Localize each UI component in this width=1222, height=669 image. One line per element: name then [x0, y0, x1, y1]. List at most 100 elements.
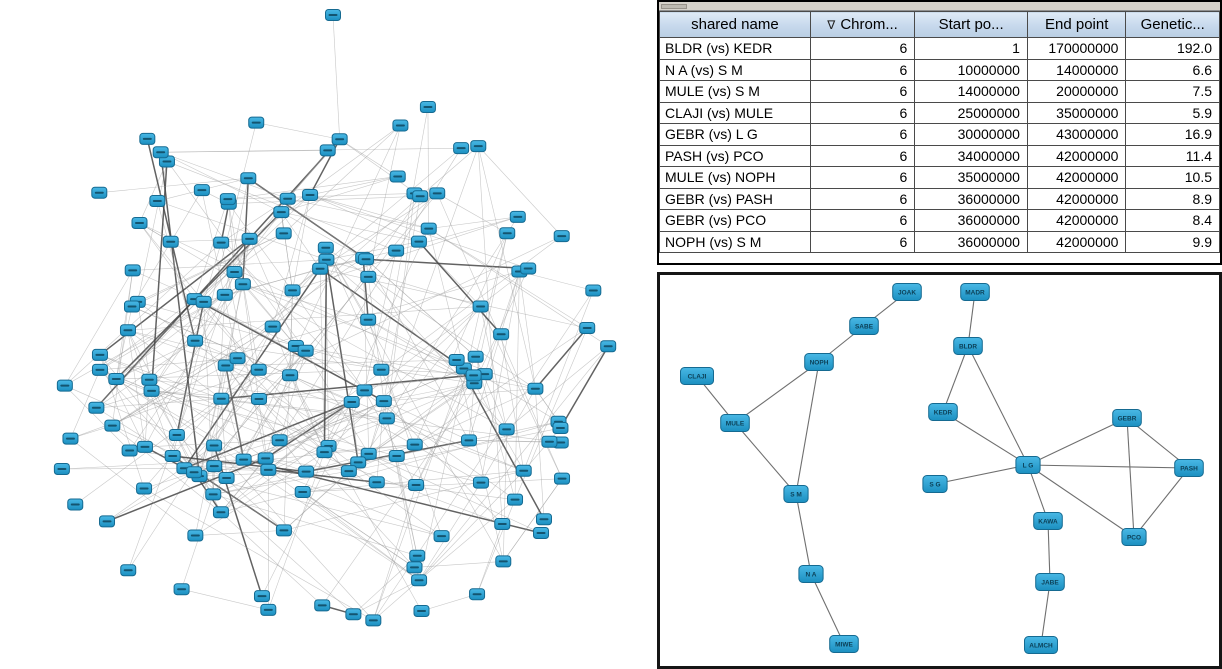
network-node[interactable]	[99, 515, 116, 528]
table-row[interactable]: BLDR (vs) KEDR 6 1 170000000 192.0	[659, 37, 1220, 60]
table-row[interactable]: CLAJI (vs) MULE 6 25000000 35000000 5.9	[659, 101, 1220, 124]
network-node[interactable]	[206, 460, 223, 473]
network-node[interactable]	[91, 186, 108, 199]
network-node-s-g[interactable]: S G	[922, 475, 948, 493]
network-node[interactable]	[360, 313, 377, 326]
network-node[interactable]	[219, 193, 236, 206]
network-node[interactable]	[53, 463, 70, 476]
network-node[interactable]	[316, 446, 333, 459]
network-node[interactable]	[213, 392, 230, 405]
network-node[interactable]	[356, 384, 373, 397]
network-node[interactable]	[282, 369, 299, 382]
network-node[interactable]	[152, 146, 169, 159]
network-node[interactable]	[187, 334, 204, 347]
network-node[interactable]	[62, 432, 79, 445]
network-node[interactable]	[494, 518, 511, 531]
column-header-start-po-[interactable]: Start po...	[914, 11, 1028, 38]
network-node[interactable]	[350, 456, 367, 469]
network-node[interactable]	[535, 513, 552, 526]
network-node-bldr[interactable]: BLDR	[953, 337, 983, 355]
network-node[interactable]	[91, 348, 108, 361]
network-node[interactable]	[498, 423, 515, 436]
network-node[interactable]	[297, 344, 314, 357]
network-node[interactable]	[340, 465, 357, 478]
network-node[interactable]	[235, 453, 252, 466]
network-node[interactable]	[136, 440, 153, 453]
network-node-pash[interactable]: PASH	[1174, 459, 1204, 477]
network-node[interactable]	[378, 412, 395, 425]
network-node-sabe[interactable]: SABE	[849, 317, 879, 335]
network-node[interactable]	[212, 506, 229, 519]
network-node[interactable]	[250, 363, 267, 376]
network-node[interactable]	[554, 472, 571, 485]
network-node[interactable]	[260, 603, 277, 616]
column-header-genetic-[interactable]: Genetic...	[1125, 11, 1220, 38]
main-network-panel[interactable]	[0, 0, 657, 669]
network-node[interactable]	[509, 210, 526, 223]
network-node-mule[interactable]: MULE	[720, 414, 750, 432]
network-node[interactable]	[302, 188, 319, 201]
network-node[interactable]	[469, 588, 486, 601]
network-node[interactable]	[409, 549, 426, 562]
network-node[interactable]	[600, 340, 617, 353]
network-node[interactable]	[493, 328, 510, 341]
network-node[interactable]	[162, 235, 179, 248]
filtered-network-canvas[interactable]: JOAK MADR SABE BLDR NOPH CLAJI KEDR MULE GEBR L G…	[660, 275, 1219, 666]
table-row[interactable]: NOPH (vs) S M 6 36000000 42000000 9.9	[659, 230, 1220, 253]
network-node[interactable]	[119, 324, 136, 337]
column-header-chrom-[interactable]: ∇ Chrom...	[809, 11, 916, 38]
network-node[interactable]	[448, 353, 465, 366]
table-row[interactable]: GEBR (vs) PCO 6 36000000 42000000 8.4	[659, 209, 1220, 232]
network-node[interactable]	[186, 466, 203, 479]
network-node[interactable]	[472, 300, 489, 313]
network-node[interactable]	[298, 465, 315, 478]
network-node-jabe[interactable]: JABE	[1035, 573, 1065, 591]
network-node-noph[interactable]: NOPH	[804, 353, 834, 371]
network-node[interactable]	[579, 322, 596, 335]
network-node[interactable]	[392, 119, 409, 132]
network-node[interactable]	[253, 590, 270, 603]
network-node[interactable]	[360, 447, 377, 460]
network-node[interactable]	[164, 449, 181, 462]
network-node[interactable]	[465, 369, 482, 382]
network-node-almch[interactable]: ALMCH	[1024, 636, 1058, 654]
network-node[interactable]	[123, 300, 140, 313]
network-node[interactable]	[139, 132, 156, 145]
column-header-end-point[interactable]: End point	[1026, 11, 1127, 38]
column-header-shared-name[interactable]: shared name	[659, 11, 811, 38]
network-node[interactable]	[365, 614, 382, 627]
network-node[interactable]	[206, 439, 223, 452]
network-node[interactable]	[248, 116, 265, 129]
sort-filter-icon[interactable]: ∇	[827, 18, 836, 32]
filtered-network-panel[interactable]: JOAK MADR SABE BLDR NOPH CLAJI KEDR MULE GEBR L G…	[657, 272, 1222, 669]
network-node[interactable]	[408, 478, 425, 491]
network-node[interactable]	[216, 288, 233, 301]
network-node[interactable]	[217, 359, 234, 372]
network-node[interactable]	[195, 295, 212, 308]
network-node[interactable]	[552, 422, 569, 435]
network-node[interactable]	[420, 222, 437, 235]
network-node[interactable]	[460, 434, 477, 447]
dense-network-canvas[interactable]	[0, 0, 657, 669]
network-node[interactable]	[585, 284, 602, 297]
network-node[interactable]	[358, 253, 375, 266]
network-node[interactable]	[264, 320, 281, 333]
network-node[interactable]	[410, 235, 427, 248]
network-node[interactable]	[229, 352, 246, 365]
network-node[interactable]	[284, 284, 301, 297]
network-node[interactable]	[241, 232, 258, 245]
network-node[interactable]	[91, 363, 108, 376]
network-node[interactable]	[56, 379, 73, 392]
network-node-gebr[interactable]: GEBR	[1112, 409, 1142, 427]
network-node[interactable]	[343, 395, 360, 408]
network-node[interactable]	[406, 438, 423, 451]
network-node[interactable]	[388, 450, 405, 463]
network-node[interactable]	[136, 482, 153, 495]
network-node[interactable]	[388, 244, 405, 257]
network-node[interactable]	[470, 140, 487, 153]
network-node[interactable]	[413, 605, 430, 618]
network-node-l-g[interactable]: L G	[1015, 456, 1041, 474]
network-node[interactable]	[314, 599, 331, 612]
network-node-madr[interactable]: MADR	[960, 283, 990, 301]
network-node[interactable]	[515, 464, 532, 477]
